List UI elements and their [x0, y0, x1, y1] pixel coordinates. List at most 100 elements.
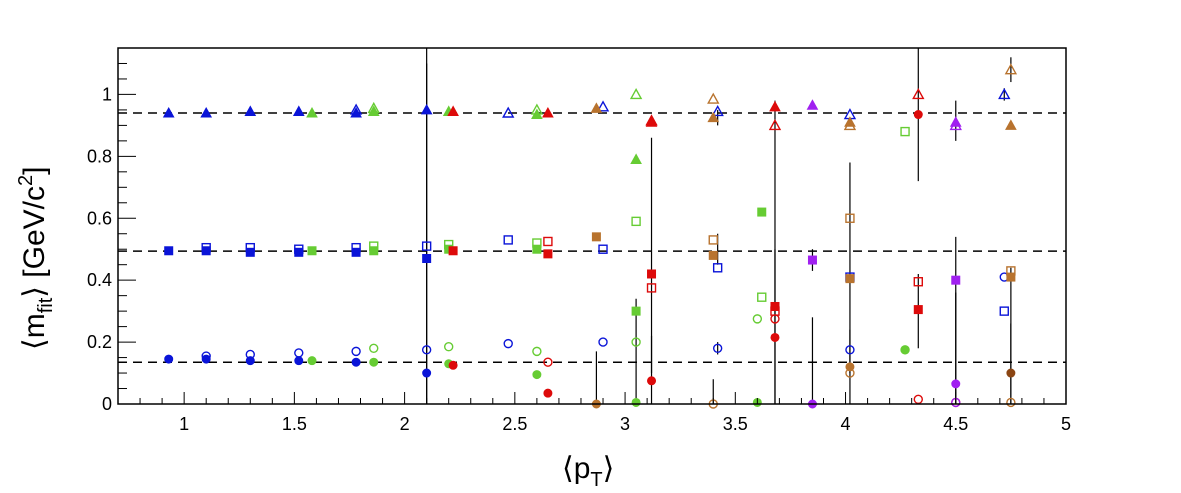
data-point [448, 246, 458, 256]
x-tick-label: 2.5 [502, 414, 527, 434]
data-point [590, 102, 603, 113]
y-tick-label: 0.4 [87, 270, 112, 290]
data-point [201, 354, 211, 364]
data-point [350, 106, 362, 118]
y-tick-label: 0.8 [87, 146, 112, 166]
x-axis-title: ⟨pT⟩ [562, 452, 614, 491]
x-tick-label: 3 [620, 414, 630, 434]
data-point [294, 348, 304, 358]
y-tick-label: 0.6 [87, 208, 112, 228]
data-point [598, 244, 608, 254]
x-tick-label: 4 [841, 414, 851, 434]
data-point [543, 388, 553, 398]
data-point [1006, 266, 1016, 276]
data-point [912, 87, 925, 100]
reference-lines [118, 112, 1066, 363]
data-point [503, 338, 513, 349]
data-point [200, 106, 213, 118]
data-point [629, 87, 643, 100]
data-point [806, 99, 819, 110]
data-point [998, 87, 1011, 100]
data-point [1006, 397, 1016, 408]
data-point [1004, 63, 1018, 75]
data-point [711, 105, 724, 117]
data-point [443, 342, 454, 352]
data-point [845, 274, 855, 284]
data-point [503, 235, 513, 245]
data-point [1005, 119, 1017, 130]
data-point [646, 283, 657, 293]
data-point [543, 357, 553, 367]
y-tick-labels: 0 0.2 0.4 0.6 0.8 1 [87, 84, 112, 414]
y-tick-label: 0.2 [87, 332, 112, 352]
data-point [708, 235, 718, 245]
data-point [845, 345, 855, 355]
svg-text:⟨mfit⟩ [GeV/c2]: ⟨mfit⟩ [GeV/c2] [15, 167, 57, 350]
data-point [530, 103, 544, 115]
data-point [369, 357, 379, 367]
data-point [201, 246, 211, 256]
data-point [757, 292, 767, 302]
data-point [201, 242, 211, 253]
data-point [532, 244, 542, 254]
y-tick-label: 0 [102, 394, 112, 414]
data-point [542, 106, 554, 118]
x-axis-ticks [117, 392, 1067, 404]
data-point [447, 105, 459, 116]
data-point [294, 356, 304, 366]
data-point [845, 213, 855, 223]
x-tick-label: 4.5 [943, 414, 968, 434]
y-axis-ticks [118, 47, 136, 405]
data-point [306, 106, 318, 118]
data-point [349, 103, 363, 115]
x-tick-label: 1 [179, 414, 189, 434]
data-point [647, 269, 657, 279]
data-point [752, 314, 763, 324]
data-point [769, 100, 781, 112]
data-point [913, 277, 923, 287]
data-point [367, 101, 380, 114]
data-point [951, 275, 961, 285]
data-point [645, 116, 658, 127]
data-point [369, 241, 379, 251]
data-point [631, 216, 641, 227]
x-tick-label: 2 [400, 414, 410, 434]
data-point [708, 250, 718, 260]
svg-text:⟨pT⟩: ⟨pT⟩ [562, 452, 614, 491]
data-point [351, 357, 361, 367]
data-point [631, 397, 641, 407]
data-point [949, 118, 962, 131]
data-point [757, 207, 767, 217]
data-point [294, 247, 304, 257]
data-point [543, 249, 553, 259]
x-tick-label: 3.5 [723, 414, 748, 434]
data-markers [162, 63, 1018, 409]
data-point [631, 306, 641, 316]
data-point [351, 346, 361, 357]
data-point [532, 346, 542, 357]
error-bars [426, 48, 1012, 404]
data-point [596, 100, 610, 112]
x-tick-label: 5 [1061, 414, 1071, 434]
data-point [369, 343, 379, 353]
data-point [900, 345, 910, 355]
data-point [768, 118, 782, 131]
data-point [164, 246, 174, 256]
data-point [162, 106, 175, 118]
data-point [422, 368, 432, 378]
y-axis-title: ⟨mfit⟩ [GeV/c2] [15, 167, 57, 350]
data-point [770, 332, 780, 342]
data-point [913, 305, 923, 315]
data-point [307, 356, 317, 366]
data-point [201, 351, 211, 361]
data-point [598, 337, 608, 347]
data-point [647, 376, 657, 386]
data-point [502, 106, 515, 118]
x-tick-labels: 1 1.5 2 2.5 3 3.5 4 4.5 5 [179, 414, 1071, 434]
data-point [532, 238, 542, 248]
data-point [951, 379, 961, 389]
y-tick-label: 1 [102, 84, 112, 104]
data-point [591, 232, 601, 242]
x-tick-label: 1.5 [282, 414, 307, 434]
